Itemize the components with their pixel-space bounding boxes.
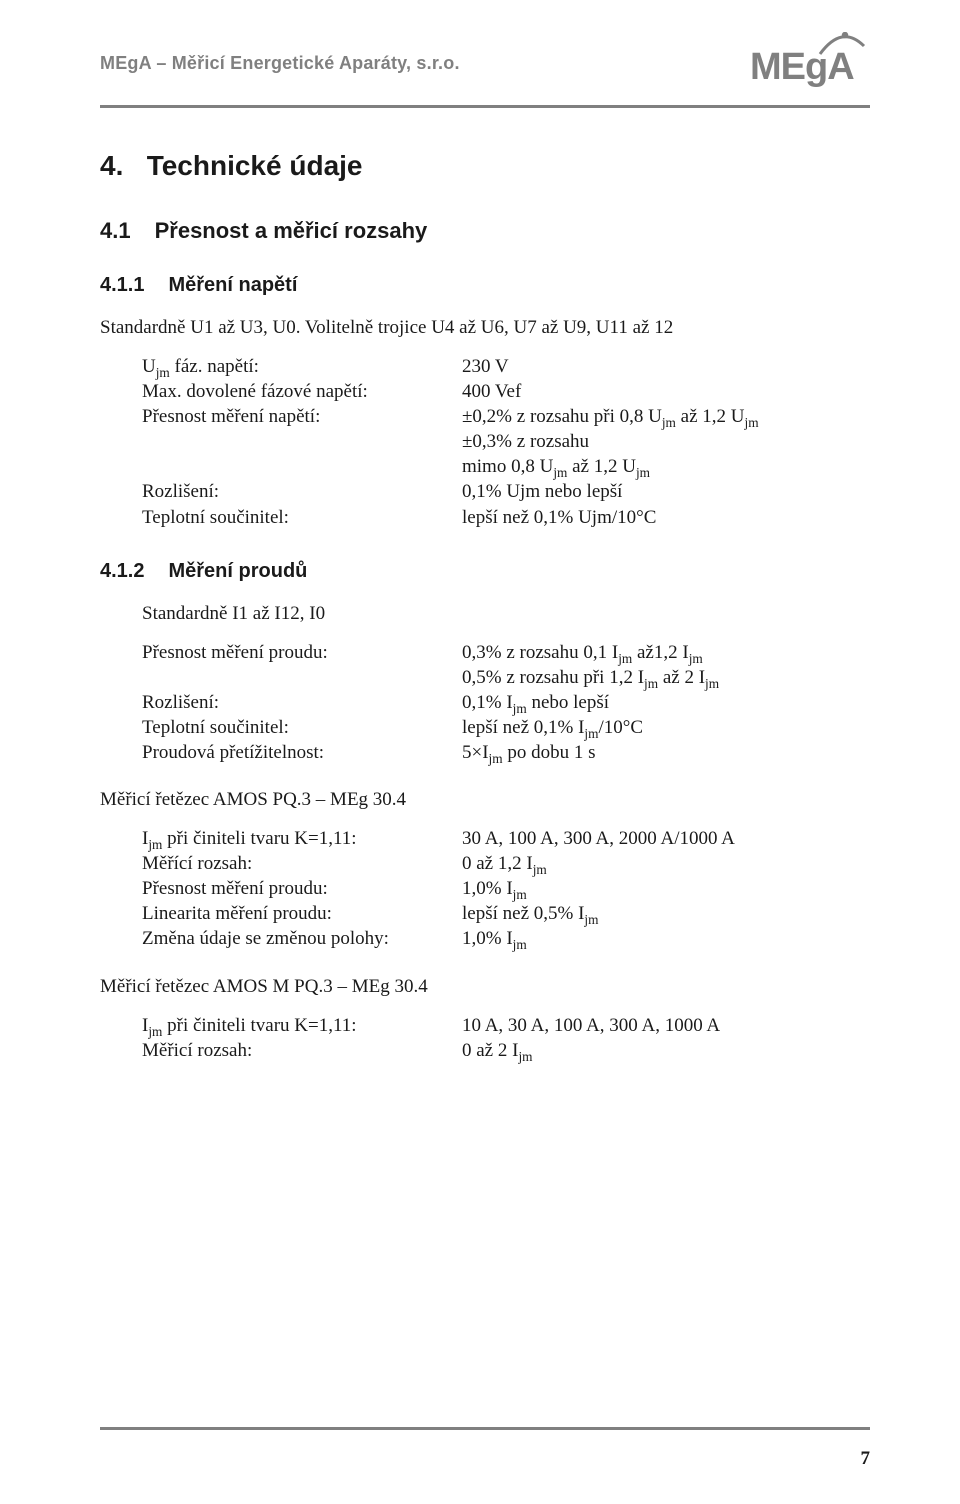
spec-value: 0,1% Ijm nebo lepší — [462, 690, 870, 715]
spec-value: mimo 0,8 Ujm až 1,2 Ujm — [462, 454, 870, 479]
page-header: MEgA – Měřicí Energetické Aparáty, s.r.o… — [100, 36, 870, 91]
heading-mereni-napeti: 4.1.1 Měření napětí — [100, 274, 870, 297]
spec-label — [142, 665, 462, 690]
page-number: 7 — [861, 1448, 871, 1470]
spec-label: Přesnost měření proudu: — [142, 640, 462, 665]
spec-value: 10 A, 30 A, 100 A, 300 A, 1000 A — [462, 1013, 870, 1038]
spec-label: Měřící rozsah: — [142, 851, 462, 876]
spec-label: Rozlišení: — [142, 479, 462, 504]
spec-label: Max. dovolené fázové napětí: — [142, 379, 462, 404]
spec-value: 1,0% Ijm — [462, 926, 870, 951]
spec-value: 0,1% Ujm nebo lepší — [462, 479, 870, 504]
spec-value: 0 až 2 Ijm — [462, 1038, 870, 1063]
spec-label: Ijm při činiteli tvaru K=1,11: — [142, 1013, 462, 1038]
spec-block-napeti: Ujm fáz. napětí:230 V Max. dovolené fázo… — [100, 354, 870, 530]
spec-label: Linearita měření proudu: — [142, 901, 462, 926]
spec-label: Přesnost měření proudu: — [142, 876, 462, 901]
spec-value: 1,0% Ijm — [462, 876, 870, 901]
spec-label: Rozlišení: — [142, 690, 462, 715]
spec-label: Ijm při činiteli tvaru K=1,11: — [142, 826, 462, 851]
spec-value: 30 A, 100 A, 300 A, 2000 A/1000 A — [462, 826, 870, 851]
spec-value: 0 až 1,2 Ijm — [462, 851, 870, 876]
spec-block-proudu: Přesnost měření proudu:0,3% z rozsahu 0,… — [100, 640, 870, 765]
heading-technicke-udaje: 4. Technické údaje — [100, 150, 870, 182]
spec-label — [142, 429, 462, 454]
page: MEgA – Měřicí Energetické Aparáty, s.r.o… — [0, 0, 960, 1504]
spec-label: Přesnost měření napětí: — [142, 404, 462, 429]
spec-value: lepší než 0,1% Ijm/10°C — [462, 715, 870, 740]
spec-value: lepší než 0,5% Ijm — [462, 901, 870, 926]
heading-title: Technické údaje — [147, 150, 363, 181]
spec-value: 230 V — [462, 354, 870, 379]
heading-number: 4.1 — [100, 218, 131, 244]
spec-label: Teplotní součinitel: — [142, 505, 462, 530]
heading-mereni-proudu: 4.1.2 Měření proudů — [100, 560, 870, 583]
heading-title: Měření napětí — [168, 274, 297, 297]
spec-block-chain-b: Ijm při činiteli tvaru K=1,11:10 A, 30 A… — [100, 1013, 870, 1063]
spec-value: ±0,2% z rozsahu při 0,8 Ujm až 1,2 Ujm — [462, 404, 870, 429]
chain-a-title: Měřicí řetězec AMOS PQ.3 – MEg 30.4 — [100, 787, 870, 812]
header-rule — [100, 105, 870, 108]
heading-number: 4.1.1 — [100, 274, 144, 297]
spec-block-chain-a: Ijm při činiteli tvaru K=1,11:30 A, 100 … — [100, 826, 870, 951]
spec-label: Měřicí rozsah: — [142, 1038, 462, 1063]
logo-text: MEgA — [750, 46, 854, 89]
spec-label: Proudová přetížitelnost: — [142, 740, 462, 765]
heading-number: 4.1.2 — [100, 560, 144, 583]
spec-label: Teplotní součinitel: — [142, 715, 462, 740]
spec-label — [142, 454, 462, 479]
spec-label: Ujm fáz. napětí: — [142, 354, 462, 379]
spec-value: lepší než 0,1% Ujm/10°C — [462, 505, 870, 530]
spec-value: 0,5% z rozsahu při 1,2 Ijm až 2 Ijm — [462, 665, 870, 690]
spec-value: ±0,3% z rozsahu — [462, 429, 870, 454]
logo: MEgA — [750, 36, 870, 91]
chain-b-title: Měřicí řetězec AMOS M PQ.3 – MEg 30.4 — [100, 974, 870, 999]
heading-title: Přesnost a měřicí rozsahy — [155, 218, 428, 244]
heading-title: Měření proudů — [168, 560, 307, 583]
intro-napeti: Standardně U1 až U3, U0. Volitelně troji… — [100, 315, 870, 340]
heading-number: 4. — [100, 150, 123, 181]
company-name: MEgA – Měřicí Energetické Aparáty, s.r.o… — [100, 53, 460, 74]
spec-value: 5×Ijm po dobu 1 s — [462, 740, 870, 765]
footer-rule — [100, 1427, 870, 1430]
spec-value: 0,3% z rozsahu 0,1 Ijm až1,2 Ijm — [462, 640, 870, 665]
spec-value: 400 Vef — [462, 379, 870, 404]
heading-presnost: 4.1 Přesnost a měřicí rozsahy — [100, 218, 870, 244]
spec-label: Změna údaje se změnou polohy: — [142, 926, 462, 951]
intro-proudu: Standardně I1 až I12, I0 — [100, 601, 870, 626]
